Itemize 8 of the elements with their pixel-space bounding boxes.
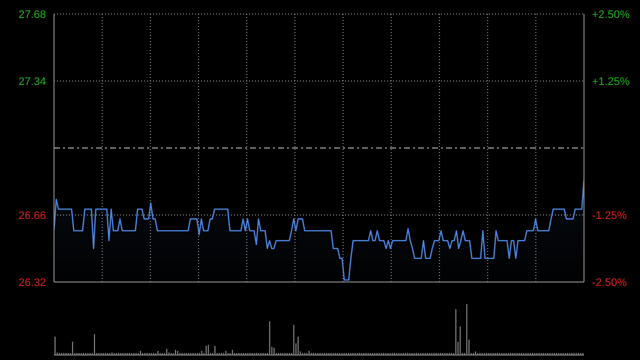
y-tick-label: 26.32 [18,277,46,289]
y-tick-label: 27.34 [18,76,46,88]
y2-tick-label: +2.50% [592,9,630,21]
y-tick-label: 27.68 [18,9,46,21]
y2-tick-label: -1.25% [592,210,628,222]
y-tick-label: 26.66 [18,210,46,222]
y2-tick-label: -2.50% [592,277,628,289]
y2-tick-label: +1.25% [592,76,630,88]
